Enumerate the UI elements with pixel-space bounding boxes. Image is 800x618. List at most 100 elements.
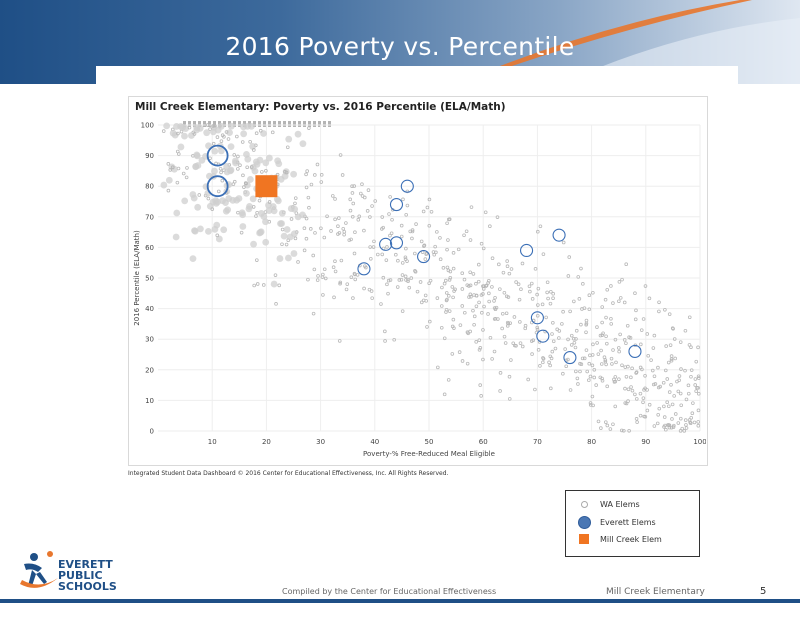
wa-point (523, 323, 528, 328)
wa-point (277, 175, 285, 183)
wa-point (479, 394, 483, 398)
wa-point (666, 423, 671, 427)
wa-point (535, 313, 540, 318)
everett-point (536, 329, 550, 343)
wa-point (238, 163, 242, 167)
wa-point (686, 383, 691, 388)
wa-point (591, 290, 595, 295)
wa-point (166, 162, 171, 166)
wa-point (438, 236, 442, 240)
wa-point (668, 343, 673, 347)
wa-point (227, 122, 235, 130)
everett-point (389, 236, 404, 250)
wa-point (403, 255, 408, 260)
wa-point (252, 283, 256, 288)
wa-point (687, 343, 692, 347)
wa-point (215, 235, 223, 243)
footer-school: Mill Creek Elementary (606, 587, 705, 597)
wa-point (498, 371, 503, 375)
wa-point (656, 365, 660, 370)
wa-point (616, 346, 621, 350)
wa-point (480, 310, 484, 315)
wa-point (413, 269, 417, 273)
wa-point (688, 421, 693, 426)
wa-point (451, 317, 456, 322)
wa-point (566, 274, 571, 278)
wa-point (618, 296, 623, 300)
wa-point (359, 191, 363, 196)
y-tick-label: 70 (145, 213, 154, 221)
wa-point (418, 280, 423, 284)
wa-point (594, 383, 598, 387)
logo-text-line-2: PUBLIC (58, 569, 103, 582)
wa-point (664, 344, 668, 348)
wa-point (502, 290, 507, 295)
wa-point (518, 320, 522, 324)
wa-point (672, 394, 676, 398)
wa-point (638, 413, 643, 418)
wa-point (368, 245, 372, 249)
wa-point (678, 416, 683, 421)
wa-point (422, 244, 426, 248)
wa-point (666, 404, 671, 409)
wa-point (289, 217, 294, 221)
wa-point (296, 260, 300, 264)
wa-point (451, 295, 455, 300)
wa-point (245, 165, 249, 170)
chart-frame (128, 96, 708, 466)
wa-point (226, 129, 233, 137)
wa-point (460, 359, 465, 363)
wa-point (220, 226, 228, 234)
wa-point (395, 285, 400, 289)
wa-point (232, 159, 239, 167)
wa-point (652, 333, 657, 338)
wa-point (541, 360, 545, 365)
y-tick-label: 0 (150, 428, 154, 436)
wa-point (652, 424, 657, 428)
wa-point (407, 285, 412, 290)
wa-point (575, 376, 580, 381)
y-axis-label: 2016 Percentile (ELA/Math) (133, 230, 141, 326)
wa-point (435, 230, 439, 234)
wa-point (423, 293, 428, 298)
wa-point (596, 352, 601, 356)
wa-point (293, 201, 297, 206)
wa-point (385, 282, 389, 287)
wa-point (235, 195, 243, 202)
wa-point (444, 310, 448, 314)
wa-point (671, 327, 675, 331)
wa-point (684, 397, 689, 402)
wa-point (284, 242, 289, 247)
wa-point (576, 382, 580, 386)
wa-point (591, 403, 595, 408)
wa-point (360, 182, 364, 187)
wa-point (536, 303, 540, 307)
wa-point (620, 277, 624, 282)
wa-point (322, 267, 327, 272)
wa-point (320, 275, 325, 279)
wa-point (448, 275, 453, 280)
wa-point (400, 273, 405, 277)
wa-point (541, 252, 546, 256)
wa-point (451, 266, 456, 271)
wa-point (474, 304, 479, 309)
wa-point (205, 227, 212, 235)
wa-point (379, 302, 383, 306)
legend-label-wa: WA Elems (600, 500, 640, 509)
wa-point (338, 281, 342, 286)
wa-point (444, 308, 449, 312)
wa-point (582, 356, 587, 361)
wa-point (550, 349, 555, 354)
wa-point (622, 300, 627, 305)
wa-point (370, 296, 374, 300)
wa-point (175, 180, 180, 185)
wa-point (352, 251, 357, 256)
y-tick-label: 90 (145, 152, 154, 160)
wa-point (535, 229, 540, 234)
logo-text-line-1: EVERETT (58, 558, 113, 571)
wa-point (336, 224, 340, 229)
wa-point (350, 184, 354, 189)
wa-point (520, 261, 525, 266)
wa-point (405, 203, 410, 208)
wa-point (656, 412, 660, 417)
